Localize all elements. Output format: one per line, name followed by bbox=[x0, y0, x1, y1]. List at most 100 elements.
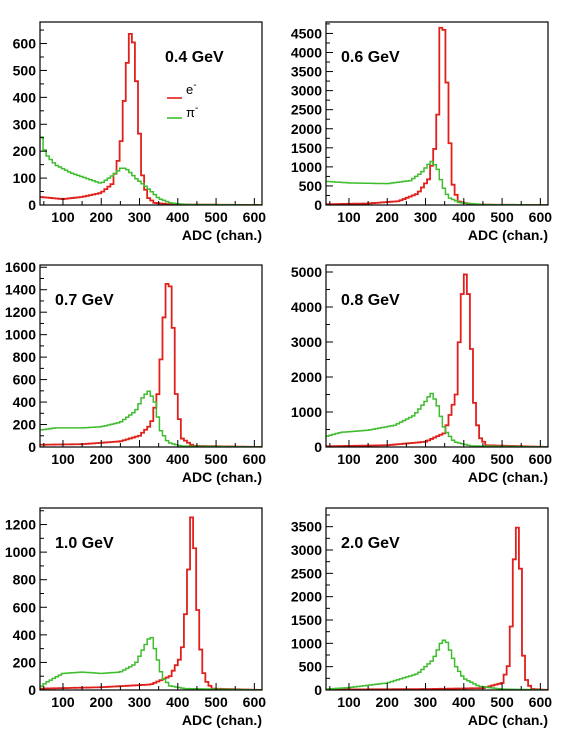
x-tick-label: 100 bbox=[51, 451, 75, 467]
y-tick-label: 1000 bbox=[291, 159, 322, 175]
x-tick-label: 400 bbox=[452, 694, 476, 710]
x-tick-label: 100 bbox=[337, 694, 361, 710]
y-tick-label: 600 bbox=[13, 599, 37, 615]
y-tick-label: 4000 bbox=[291, 299, 322, 315]
x-tick-label: 400 bbox=[452, 451, 476, 467]
y-tick-label: 200 bbox=[13, 143, 37, 159]
y-tick-label: 1600 bbox=[5, 259, 36, 275]
pion-histogram-series bbox=[40, 390, 262, 447]
histogram-area bbox=[326, 526, 548, 690]
x-tick-label: 200 bbox=[376, 694, 400, 710]
x-tick-label: 500 bbox=[204, 694, 228, 710]
panel-1.0-gev: 100 200 300 400 500 600 0 200 400 600 800 1000 1200 A… bbox=[5, 507, 267, 728]
x-axis-title: ADC (chan.) bbox=[468, 469, 548, 485]
energy-label: 2.0 GeV bbox=[341, 535, 400, 552]
y-tick-label: 0 bbox=[28, 682, 36, 698]
y-tick-label: 0 bbox=[314, 439, 322, 455]
panel-0.6-gev: 100 200 300 400 500 600 0 500 1000 1500 2000 2500 30… bbox=[291, 21, 553, 243]
x-tick-label: 100 bbox=[51, 209, 75, 225]
x-tick-label: 500 bbox=[490, 209, 514, 225]
pion-histogram-series bbox=[326, 392, 548, 447]
y-tick-label: 800 bbox=[13, 349, 37, 365]
x-tick-label: 100 bbox=[51, 694, 75, 710]
histogram-area bbox=[40, 32, 262, 205]
x-tick-label: 200 bbox=[90, 209, 114, 225]
y-tick-label: 400 bbox=[13, 89, 37, 105]
y-tick-label: 200 bbox=[13, 654, 37, 670]
y-tick-label: 4500 bbox=[291, 25, 322, 41]
y-tick-label: 400 bbox=[13, 627, 37, 643]
y-tick-label: 100 bbox=[13, 170, 37, 186]
x-tick-label: 400 bbox=[166, 451, 190, 467]
x-axis-title: ADC (chan.) bbox=[468, 712, 548, 728]
x-tick-label: 500 bbox=[490, 451, 514, 467]
x-axis-title: ADC (chan.) bbox=[182, 469, 262, 485]
pion-histogram-series bbox=[326, 160, 548, 205]
electron-histogram-series bbox=[40, 32, 262, 205]
y-tick-label: 800 bbox=[13, 572, 37, 588]
x-tick-label: 300 bbox=[414, 694, 438, 710]
energy-label: 1.0 GeV bbox=[55, 535, 114, 552]
plot-frame bbox=[325, 507, 549, 691]
y-tick-label: 4000 bbox=[291, 45, 322, 61]
y-tick-label: 200 bbox=[13, 417, 37, 433]
plot-frame bbox=[325, 21, 549, 206]
y-tick-label: 3500 bbox=[291, 64, 322, 80]
y-tick-label: 2000 bbox=[291, 369, 322, 385]
y-tick-label: 2500 bbox=[291, 102, 322, 118]
y-tick-label: 3000 bbox=[291, 334, 322, 350]
y-tick-label: 2000 bbox=[291, 121, 322, 137]
plot-frame bbox=[39, 264, 263, 448]
x-tick-label: 400 bbox=[452, 209, 476, 225]
y-tick-label: 0 bbox=[28, 197, 36, 213]
y-tick-label: 300 bbox=[13, 116, 37, 132]
panel-0.7-gev: 100 200 300 400 500 600 0 200 400 600 800 1000 1200 1… bbox=[5, 259, 266, 485]
y-tick-label: 3000 bbox=[291, 83, 322, 99]
x-tick-label: 200 bbox=[90, 694, 114, 710]
x-tick-label: 300 bbox=[128, 209, 152, 225]
panel-0.8-gev: 100 200 300 400 500 600 0 1000 2000 3000 4000 5000 A… bbox=[291, 264, 552, 485]
plot-frame bbox=[39, 21, 263, 206]
x-tick-label: 500 bbox=[490, 694, 514, 710]
y-tick-label: 1200 bbox=[5, 517, 36, 533]
x-axis-title: ADC (chan.) bbox=[468, 227, 548, 243]
x-tick-label: 600 bbox=[243, 209, 267, 225]
x-tick-label: 200 bbox=[376, 451, 400, 467]
y-tick-label: 3500 bbox=[291, 519, 322, 535]
x-tick-label: 400 bbox=[166, 209, 190, 225]
y-tick-label: 1000 bbox=[5, 327, 36, 343]
x-tick-label: 600 bbox=[243, 451, 267, 467]
y-tick-label: 500 bbox=[299, 178, 323, 194]
x-tick-label: 300 bbox=[128, 451, 152, 467]
legend: e- π- bbox=[167, 80, 198, 120]
y-tick-label: 400 bbox=[13, 394, 37, 410]
y-tick-label: 1200 bbox=[5, 304, 36, 320]
y-tick-label: 2500 bbox=[291, 565, 322, 581]
y-tick-label: 0 bbox=[28, 439, 36, 455]
y-tick-label: 1400 bbox=[5, 282, 36, 298]
y-tick-label: 1000 bbox=[5, 544, 36, 560]
y-tick-label: 2000 bbox=[291, 589, 322, 605]
y-tick-label: 5000 bbox=[291, 264, 322, 280]
x-tick-label: 500 bbox=[204, 209, 228, 225]
x-tick-label: 300 bbox=[128, 694, 152, 710]
pion-histogram-series bbox=[40, 636, 262, 690]
x-tick-label: 300 bbox=[414, 209, 438, 225]
x-tick-label: 600 bbox=[529, 694, 553, 710]
y-tick-label: 1500 bbox=[291, 140, 322, 156]
electron-histogram-series bbox=[326, 526, 548, 690]
energy-label: 0.4 GeV bbox=[165, 49, 224, 66]
histogram-area bbox=[40, 516, 262, 690]
x-tick-label: 400 bbox=[166, 694, 190, 710]
y-tick-label: 0 bbox=[314, 682, 322, 698]
x-tick-label: 600 bbox=[529, 209, 553, 225]
y-tick-label: 500 bbox=[13, 62, 37, 78]
panel-0.4-gev: 100 200 300 400 500 600 0 100 200 300 400 500 600 ADC… bbox=[13, 21, 267, 243]
y-tick-label: 1500 bbox=[291, 612, 322, 628]
energy-label: 0.8 GeV bbox=[341, 292, 400, 309]
x-tick-label: 600 bbox=[243, 694, 267, 710]
y-tick-label: 0 bbox=[314, 197, 322, 213]
y-tick-label: 600 bbox=[13, 36, 37, 52]
y-tick-label: 600 bbox=[13, 372, 37, 388]
